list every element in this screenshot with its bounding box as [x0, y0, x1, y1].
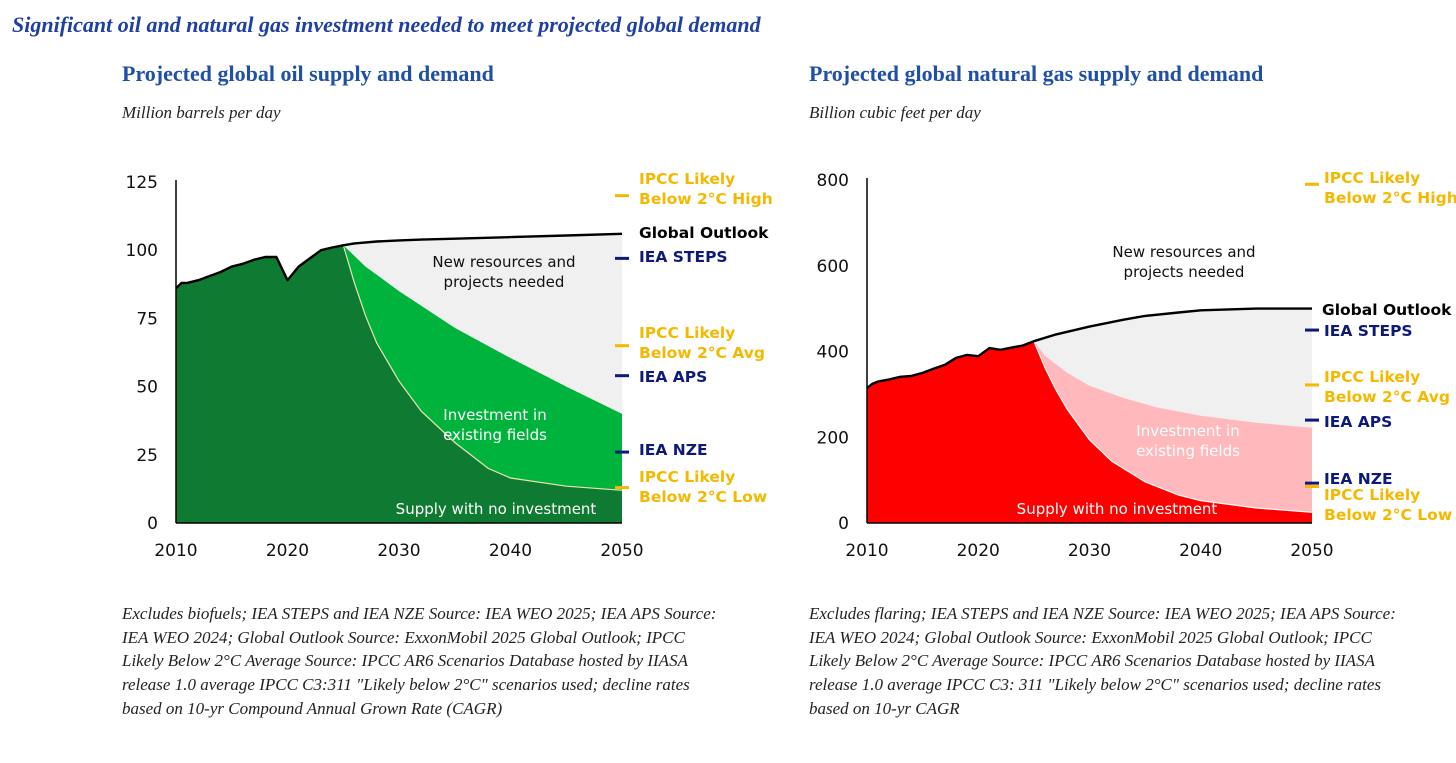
gas-area-new-resources — [1033, 308, 1312, 428]
gas-y-tick-label: 800 — [817, 171, 849, 191]
gas-marker-label: IPCC Likely — [1324, 169, 1420, 187]
gas-label-new-resources: projects needed — [1124, 263, 1245, 281]
gas-footnote: Excludes flaring; IEA STEPS and IEA NZE … — [809, 604, 1396, 718]
oil-decline-line — [342, 245, 623, 491]
oil-label-existing-fields: existing fields — [443, 426, 547, 444]
gas-marker-label: Below 2°C Avg — [1324, 388, 1450, 406]
gas-x-tick-label: 2050 — [1290, 541, 1333, 561]
oil-x-tick-label: 2020 — [266, 541, 309, 561]
oil-x-tick-label: 2040 — [489, 541, 532, 561]
gas-label-no-investment: Supply with no investment — [1017, 500, 1218, 518]
gas-marker-label: IPCC Likely — [1324, 486, 1420, 504]
gas-marker-label: Below 2°C Low — [1324, 506, 1452, 524]
gas-chart-units: Billion cubic feet per day — [809, 103, 981, 122]
oil-marker-label: IPCC Likely — [639, 468, 735, 486]
oil-y-tick-label: 125 — [126, 173, 158, 193]
oil-y-tick-label: 75 — [136, 309, 158, 329]
oil-marker-label: IEA NZE — [639, 441, 708, 459]
oil-marker-label: IPCC Likely — [639, 324, 735, 342]
oil-chart-title: Projected global oil supply and demand — [122, 61, 494, 86]
oil-line-global-outlook — [175, 232, 623, 290]
oil-label-new-resources: projects needed — [444, 273, 565, 291]
gas-y-tick-label: 400 — [817, 343, 849, 363]
oil-marker-label: IEA APS — [639, 368, 707, 386]
gas-y-tick-label: 600 — [817, 257, 849, 277]
oil-x-tick-label: 2030 — [377, 541, 420, 561]
oil-y-tick-label: 0 — [147, 514, 158, 534]
gas-y-tick-label: 0 — [838, 514, 849, 534]
gas-line-global-outlook — [866, 307, 1312, 389]
gas-marker-label: IPCC Likely — [1324, 368, 1420, 386]
gas-marker-label: Global Outlook — [1322, 301, 1452, 319]
oil-area-no-investment — [176, 245, 622, 524]
oil-marker-label: IPCC Likely — [639, 170, 735, 188]
oil-footnote: Excludes biofuels; IEA STEPS and IEA NZE… — [122, 604, 717, 718]
oil-label-no-investment: Supply with no investment — [396, 500, 597, 518]
gas-area-existing-fields — [1033, 341, 1312, 513]
oil-x-tick-label: 2010 — [154, 541, 197, 561]
oil-marker-label: Below 2°C High — [639, 190, 773, 208]
gas-marker-label: Below 2°C High — [1324, 189, 1456, 207]
oil-y-tick-label: 100 — [126, 241, 158, 261]
gas-x-tick-label: 2010 — [845, 541, 888, 561]
gas-label-existing-fields: Investment in — [1136, 422, 1239, 440]
oil-area-new-resources — [343, 233, 622, 414]
gas-marker-label: IEA APS — [1324, 413, 1392, 431]
oil-label-new-resources: New resources and — [432, 253, 575, 271]
headline: Significant oil and natural gas investme… — [12, 12, 761, 37]
gas-y-tick-label: 200 — [817, 428, 849, 448]
oil-x-tick-label: 2050 — [600, 541, 643, 561]
gas-marker-label: IEA NZE — [1324, 470, 1393, 488]
gas-label-existing-fields: existing fields — [1136, 442, 1240, 460]
oil-chart-units: Million barrels per day — [122, 103, 281, 122]
oil-y-tick-label: 50 — [136, 378, 158, 398]
gas-area-no-investment — [867, 341, 1312, 523]
gas-x-tick-label: 2040 — [1179, 541, 1222, 561]
gas-x-tick-label: 2030 — [1068, 541, 1111, 561]
gas-x-tick-label: 2020 — [957, 541, 1000, 561]
oil-marker-label: Below 2°C Low — [639, 488, 767, 506]
oil-label-existing-fields: Investment in — [443, 406, 546, 424]
oil-marker-label: Global Outlook — [639, 224, 769, 242]
oil-marker-label: IEA STEPS — [639, 248, 728, 266]
oil-area-existing-fields — [343, 245, 622, 491]
oil-marker-label: Below 2°C Avg — [639, 344, 765, 362]
gas-chart-title: Projected global natural gas supply and … — [809, 61, 1264, 86]
gas-label-new-resources: New resources and — [1112, 243, 1255, 261]
oil-y-tick-label: 25 — [136, 446, 158, 466]
gas-marker-label: IEA STEPS — [1324, 322, 1413, 340]
gas-decline-line — [1033, 340, 1313, 513]
